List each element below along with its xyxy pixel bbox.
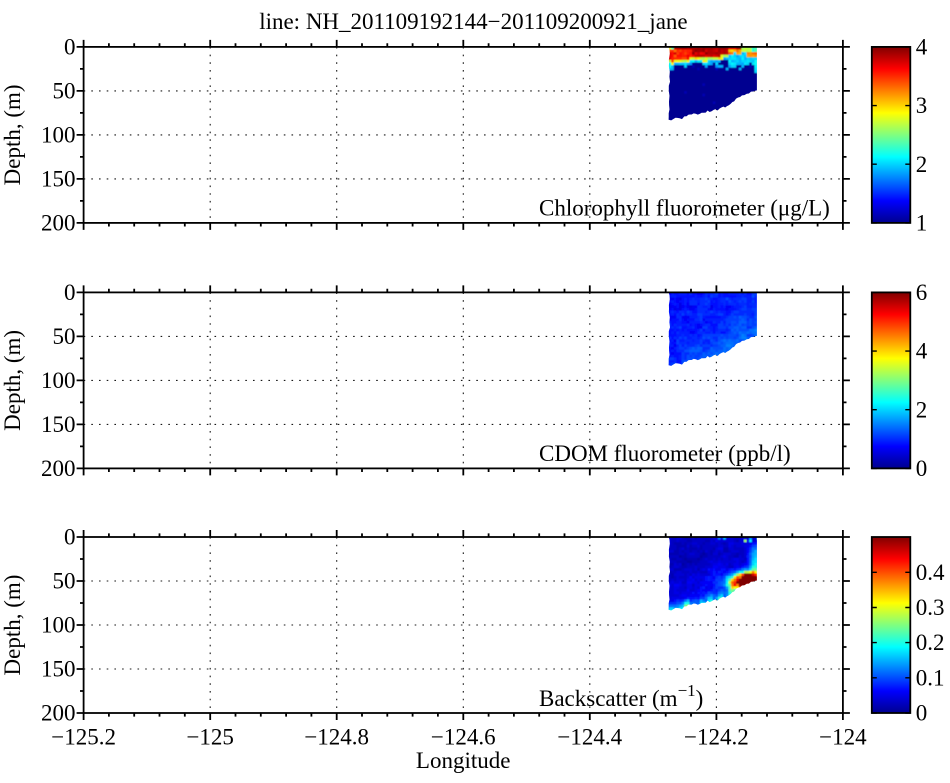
svg-text:−125.2: −125.2 — [51, 725, 116, 750]
svg-text:CDOM fluorometer (ppb/l): CDOM fluorometer (ppb/l) — [539, 441, 791, 466]
svg-text:200: 200 — [41, 456, 76, 481]
svg-text:Depth, (m): Depth, (m) — [0, 84, 25, 185]
svg-text:4: 4 — [916, 339, 928, 364]
svg-text:0: 0 — [916, 456, 928, 481]
svg-text:4: 4 — [916, 35, 928, 60]
svg-text:−124: −124 — [819, 725, 867, 750]
svg-text:50: 50 — [53, 324, 76, 349]
svg-text:Chlorophyll fluorometer (μg/L): Chlorophyll fluorometer (μg/L) — [539, 196, 830, 221]
svg-text:50: 50 — [53, 569, 76, 594]
svg-text:−124.4: −124.4 — [557, 725, 622, 750]
svg-text:−124.6: −124.6 — [431, 725, 496, 750]
svg-text:200: 200 — [41, 701, 76, 726]
svg-text:100: 100 — [41, 368, 76, 393]
svg-text:100: 100 — [41, 123, 76, 148]
svg-text:150: 150 — [41, 412, 76, 437]
svg-text:Longitude: Longitude — [416, 748, 511, 773]
svg-text:0: 0 — [916, 701, 928, 726]
svg-text:0: 0 — [64, 35, 76, 60]
svg-text:Backscatter (m−1): Backscatter (m−1) — [539, 681, 703, 711]
svg-text:−125: −125 — [186, 725, 233, 750]
svg-text:100: 100 — [41, 613, 76, 638]
svg-text:line: NH_201109192144−20110920: line: NH_201109192144−201109200921_jane — [259, 9, 687, 34]
svg-text:0.4: 0.4 — [916, 560, 945, 585]
svg-text:150: 150 — [41, 657, 76, 682]
svg-text:6: 6 — [916, 280, 928, 305]
svg-text:3: 3 — [916, 93, 928, 118]
svg-text:Depth, (m): Depth, (m) — [0, 330, 25, 431]
svg-text:0.1: 0.1 — [916, 665, 945, 690]
svg-text:1: 1 — [916, 211, 928, 236]
svg-text:50: 50 — [53, 79, 76, 104]
svg-text:0: 0 — [64, 525, 76, 550]
svg-text:200: 200 — [41, 211, 76, 236]
svg-text:150: 150 — [41, 167, 76, 192]
svg-text:−124.8: −124.8 — [304, 725, 369, 750]
svg-text:2: 2 — [916, 152, 928, 177]
svg-text:0: 0 — [64, 280, 76, 305]
svg-text:Depth, (m): Depth, (m) — [0, 575, 25, 676]
svg-text:0.3: 0.3 — [916, 595, 945, 620]
svg-text:−124.2: −124.2 — [684, 725, 749, 750]
svg-text:2: 2 — [916, 397, 928, 422]
svg-text:0.2: 0.2 — [916, 630, 945, 655]
